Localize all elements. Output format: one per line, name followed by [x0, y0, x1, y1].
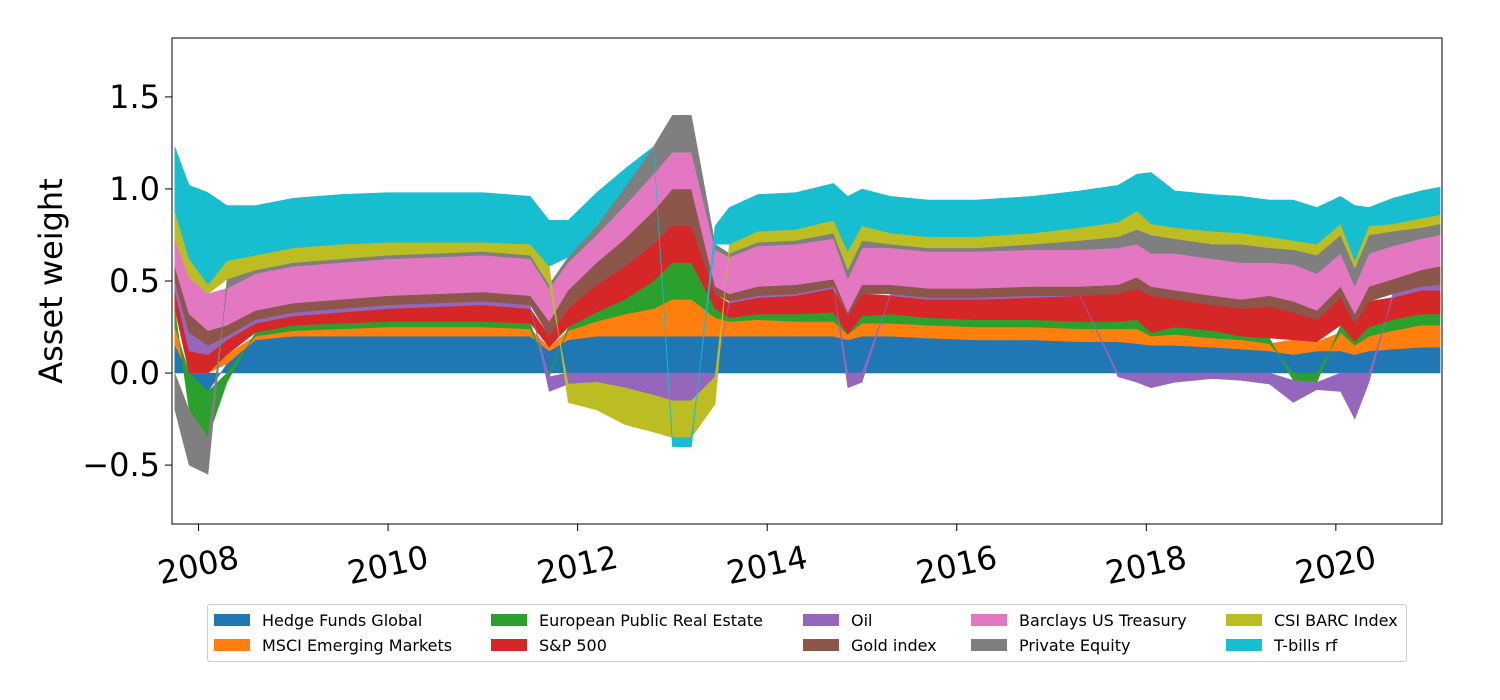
legend-swatch	[971, 614, 1007, 626]
legend-item: Gold index	[803, 634, 937, 656]
stacked-area-chart: 2008 2010 2012 2014 2016 2018 2020 −0.5 0.0 0.5 1…	[32, 37, 1443, 592]
area-layer	[174, 115, 1441, 475]
legend-item: Barclays US Treasury	[971, 609, 1187, 631]
legend-swatch	[1226, 614, 1262, 626]
legend-item: S&P 500	[491, 634, 607, 656]
legend-swatch	[971, 639, 1007, 651]
legend-label: T-bills rf	[1274, 635, 1338, 655]
legend-label: European Public Real Estate	[539, 610, 763, 630]
x-tick-label: 2010	[344, 538, 432, 592]
y-tick-label: 0.0	[109, 354, 160, 392]
legend-item: Private Equity	[971, 634, 1130, 656]
legend-item: European Public Real Estate	[491, 609, 763, 631]
legend-label: Gold index	[851, 635, 937, 655]
legend-swatch	[803, 639, 839, 651]
legend-label: MSCI Emerging Markets	[262, 635, 453, 655]
y-tick-label: −0.5	[82, 446, 160, 484]
legend-item: CSI BARC Index	[1226, 609, 1398, 631]
y-tick-label: 1.5	[109, 78, 160, 116]
x-tick-label: 2008	[155, 538, 243, 592]
legend-label: S&P 500	[539, 635, 607, 655]
legend-label: Barclays US Treasury	[1019, 610, 1187, 630]
area-series-t-bills-rf	[174, 145, 1441, 447]
legend-swatch	[491, 639, 527, 651]
legend-label: Hedge Funds Global	[262, 610, 423, 630]
legend-item: T-bills rf	[1226, 634, 1337, 656]
x-axis: 2008 2010 2012 2014 2016 2018 2020	[155, 524, 1380, 592]
legend-label: Private Equity	[1019, 635, 1131, 655]
x-tick-label: 2018	[1102, 538, 1190, 592]
legend-item: Hedge Funds Global	[214, 609, 422, 631]
legend-label: CSI BARC Index	[1274, 610, 1398, 630]
x-tick-label: 2012	[534, 538, 622, 592]
legend-swatch	[214, 639, 250, 651]
legend: Hedge Funds Global MSCI Emerging Markets E…	[207, 604, 1407, 662]
x-tick-label: 2016	[913, 538, 1001, 592]
x-tick-label: 2014	[723, 538, 811, 592]
y-tick-label: 0.5	[109, 262, 160, 300]
x-tick-label: 2020	[1292, 538, 1380, 592]
y-axis-label: Asset weight	[32, 178, 70, 384]
legend-swatch	[803, 614, 839, 626]
legend-swatch	[1226, 639, 1262, 651]
legend-swatch	[491, 614, 527, 626]
legend-item: MSCI Emerging Markets	[214, 634, 452, 656]
legend-item: Oil	[803, 609, 872, 631]
legend-swatch	[214, 614, 250, 626]
area-series-csi-barc-index	[174, 210, 1441, 438]
y-axis: −0.5 0.0 0.5 1.0 1.5	[82, 78, 172, 484]
y-tick-label: 1.0	[109, 170, 160, 208]
legend-label: Oil	[851, 610, 873, 630]
